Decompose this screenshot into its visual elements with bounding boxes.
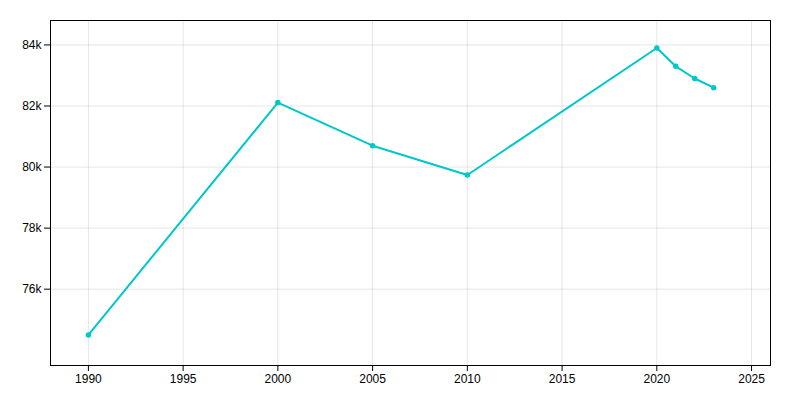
svg-text:2005: 2005 <box>359 372 386 386</box>
svg-text:2020: 2020 <box>643 372 670 386</box>
svg-text:76k: 76k <box>22 282 42 296</box>
svg-text:78k: 78k <box>22 221 42 235</box>
svg-text:2025: 2025 <box>738 372 765 386</box>
svg-text:2015: 2015 <box>549 372 576 386</box>
svg-text:1995: 1995 <box>170 372 197 386</box>
svg-text:80k: 80k <box>22 160 42 174</box>
svg-text:2000: 2000 <box>265 372 292 386</box>
svg-text:84k: 84k <box>22 38 42 52</box>
svg-text:82k: 82k <box>22 99 42 113</box>
svg-text:1990: 1990 <box>75 372 102 386</box>
svg-text:2010: 2010 <box>454 372 481 386</box>
